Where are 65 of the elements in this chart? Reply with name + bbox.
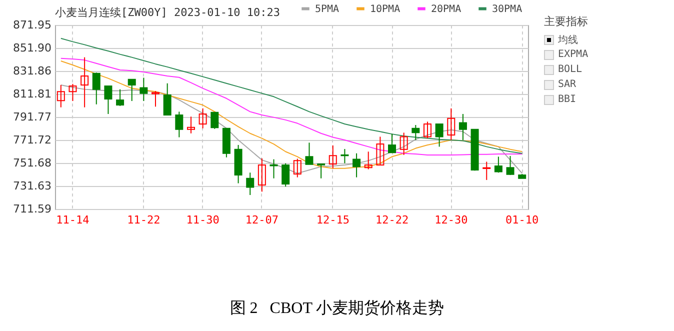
candlestick xyxy=(175,111,184,138)
candlestick xyxy=(152,90,160,108)
candlestick xyxy=(340,148,349,164)
y-tick-label: 711.59 xyxy=(13,202,52,216)
y-tick-label: 731.63 xyxy=(13,180,52,193)
legend-label: 5PMA xyxy=(315,4,340,15)
x-tick-label: 11-22 xyxy=(127,214,160,226)
y-tick-label: 851.90 xyxy=(13,42,52,55)
candlestick xyxy=(80,56,89,108)
y-tick-label: 831.86 xyxy=(13,64,52,78)
candlestick xyxy=(92,72,100,105)
candlestick xyxy=(305,142,314,165)
candlestick xyxy=(506,155,514,176)
x-tick-label: 11-14 xyxy=(56,214,90,226)
candlestick xyxy=(293,158,302,178)
x-tick-label: 12-07 xyxy=(245,214,278,226)
candlestick xyxy=(140,77,148,102)
text: SAR xyxy=(558,79,576,90)
candlestick xyxy=(435,123,444,148)
candlestick xyxy=(116,88,124,106)
candlestick xyxy=(56,84,65,108)
candlestick xyxy=(328,144,337,169)
candlestick xyxy=(352,152,361,178)
candlestick xyxy=(376,136,384,166)
y-tick-label: 791.77 xyxy=(13,110,52,124)
caption: 图 2 CBOT 小麦期货价格走势 xyxy=(228,298,446,319)
x-tick-label: 12-22 xyxy=(375,214,409,226)
candlestick xyxy=(104,85,112,114)
line-series xyxy=(60,38,523,154)
y-tick-label: 811.81 xyxy=(13,88,52,101)
candlestick xyxy=(246,172,254,196)
candlestick xyxy=(364,151,372,170)
candlestick xyxy=(198,108,207,129)
y-tick-label: 751.68 xyxy=(13,156,52,170)
chart-title: 小麦当月连续[ZW00Y] 2023-01-10 10:23 xyxy=(55,5,280,20)
legend-label: 10PMA xyxy=(370,4,400,15)
candlestick xyxy=(494,156,502,174)
candlestick xyxy=(317,163,326,179)
x-tick-label: 12-30 xyxy=(434,214,468,226)
candlestick xyxy=(458,113,467,141)
candlestick xyxy=(186,116,195,134)
x-tick-label: 12-15 xyxy=(316,214,350,226)
legend-label: 30PMA xyxy=(492,4,522,15)
candlestick xyxy=(482,161,491,180)
candlestick xyxy=(258,158,266,192)
text: BOLL xyxy=(558,64,582,75)
candlestick xyxy=(128,78,136,102)
y-tick-label: 871.95 xyxy=(13,18,52,32)
candlestick xyxy=(412,124,420,141)
text: 均线 xyxy=(558,34,578,46)
candlestick xyxy=(210,112,219,130)
text: EXPMA xyxy=(558,49,588,60)
candlestick xyxy=(400,132,408,156)
candlestick xyxy=(447,108,456,141)
text: 主要指标 xyxy=(544,14,588,29)
y-tick-label: 771.72 xyxy=(13,134,52,147)
legend-label: 20PMA xyxy=(431,4,462,15)
candlestick xyxy=(423,121,432,139)
candlestick xyxy=(163,82,172,116)
candlestick xyxy=(282,162,290,188)
x-tick-label: 01-10 xyxy=(506,214,539,226)
candlestick xyxy=(68,83,77,102)
text: BBI xyxy=(558,94,576,105)
x-tick-label: 11-30 xyxy=(186,214,220,226)
candlestick xyxy=(388,133,396,154)
